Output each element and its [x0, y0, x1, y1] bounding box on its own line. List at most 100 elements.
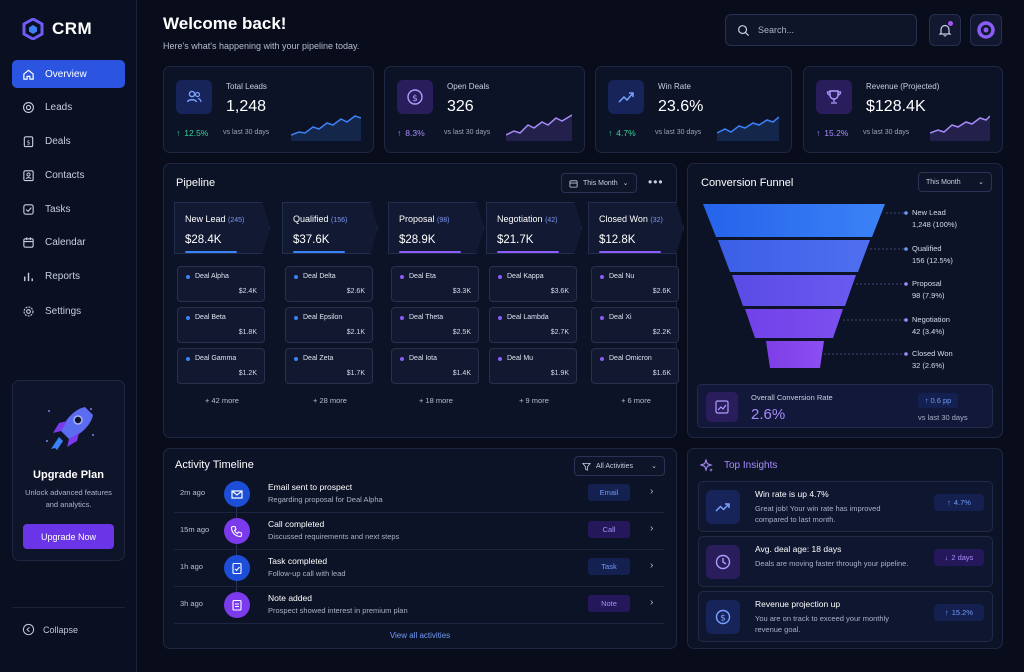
deal-card[interactable]: Deal Beta $1.8K	[177, 307, 265, 343]
sidebar-item-label: Tasks	[45, 203, 71, 215]
more-deals-link[interactable]: + 6 more	[621, 396, 651, 405]
funnel-filter-dropdown[interactable]: This Month ⌄	[918, 172, 992, 192]
deal-card[interactable]: Deal Delta $2.6K	[285, 266, 373, 302]
more-deals-link[interactable]: + 18 more	[419, 396, 453, 405]
funnel-label-qualified: Qualified 156 (12.5%)	[912, 244, 953, 265]
deal-card[interactable]: Deal Iota $1.4K	[391, 348, 479, 384]
deal-card[interactable]: Deal Zeta $1.7K	[285, 348, 373, 384]
pipeline-stage-header[interactable]: Qualified (156) $37.6K	[282, 202, 378, 254]
deal-value: $2.4K	[238, 288, 257, 295]
deal-card[interactable]: Deal Omicron $1.6K	[591, 348, 679, 384]
status-dot	[600, 274, 604, 279]
deal-card[interactable]: Deal Mu $1.9K	[489, 348, 577, 384]
more-deals-link[interactable]: + 9 more	[519, 396, 549, 405]
activity-time: 1h ago	[180, 562, 203, 571]
kpi-comparison: vs last 30 days	[444, 129, 491, 136]
upgrade-now-button[interactable]: Upgrade Now	[23, 524, 114, 549]
kpi-total-leads[interactable]: Total Leads 1,248 ↑ 12.5% vs last 30 days	[163, 66, 374, 153]
activity-row[interactable]: 15m ago Call completed Discussed require…	[174, 513, 664, 550]
deal-card[interactable]: Deal Xi $2.2K	[591, 307, 679, 343]
sidebar-item-deals[interactable]: $ Deals	[12, 127, 125, 155]
insight-description: You are on track to exceed your monthly …	[755, 614, 889, 634]
chevron-right-icon[interactable]: ›	[650, 486, 654, 497]
svg-text:$: $	[412, 94, 418, 104]
status-dot	[400, 315, 404, 320]
deal-value: $2.2K	[652, 329, 671, 336]
insight-card[interactable]: Avg. deal age: 18 days Deals are moving …	[698, 536, 993, 587]
activity-row[interactable]: 2m ago Email sent to prospect Regarding …	[174, 476, 664, 513]
down-arrow-icon: ↓	[944, 553, 949, 562]
sidebar-item-calendar[interactable]: Calendar	[12, 228, 125, 256]
deal-card[interactable]: Deal Nu $2.6K	[591, 266, 679, 302]
trophy-icon	[816, 80, 852, 114]
pipeline-stage-header[interactable]: Closed Won (32) $12.8K	[588, 202, 684, 254]
status-dot	[186, 274, 190, 279]
deal-name: Deal Nu	[609, 273, 635, 280]
logo[interactable]: CRM	[22, 18, 92, 40]
insight-card[interactable]: Win rate is up 4.7% Great job! Your win …	[698, 481, 993, 532]
sidebar-item-leads[interactable]: Leads	[12, 93, 125, 121]
deal-name: Deal Eta	[409, 273, 436, 280]
pipeline-stage-header[interactable]: Negotiation (42) $21.7K	[486, 202, 582, 254]
deal-card[interactable]: Deal Gamma $1.2K	[177, 348, 265, 384]
kpi-revenue[interactable]: Revenue (Projected) $128.4K ↑ 15.2% vs la…	[803, 66, 1003, 153]
more-deals-link[interactable]: + 42 more	[205, 396, 239, 405]
deal-card[interactable]: Deal Eta $3.3K	[391, 266, 479, 302]
home-icon	[23, 69, 34, 80]
notifications-button[interactable]	[929, 14, 961, 46]
page-title: Welcome back!	[163, 14, 287, 33]
sidebar-item-contacts[interactable]: Contacts	[12, 161, 125, 189]
more-deals-link[interactable]: + 28 more	[313, 396, 347, 405]
funnel-label-negotiation: Negotiation 42 (3.4%)	[912, 315, 950, 336]
kpi-open-deals[interactable]: $ Open Deals 326 ↑ 8.3% vs last 30 days	[384, 66, 585, 153]
search-input[interactable]: Search...	[725, 14, 917, 46]
sidebar-item-reports[interactable]: Reports	[12, 262, 125, 290]
collapse-button[interactable]: Collapse	[22, 623, 78, 636]
deal-value: $1.7K	[346, 370, 365, 377]
activity-description: Prospect showed interest in premium plan	[268, 606, 408, 615]
profile-button[interactable]	[970, 14, 1002, 46]
sidebar-item-tasks[interactable]: Tasks	[12, 195, 125, 223]
kpi-label: Total Leads	[226, 82, 267, 91]
view-all-activities-link[interactable]: View all activities	[389, 631, 451, 640]
activity-time: 15m ago	[180, 525, 210, 534]
deal-name: Deal Theta	[409, 314, 444, 321]
funnel-stage-new-lead	[703, 204, 885, 237]
collapse-label: Collapse	[43, 624, 79, 635]
stage-name: Closed Won (32)	[599, 214, 663, 224]
overall-conversion-comparison: vs last 30 days	[918, 413, 968, 422]
kpi-win-rate[interactable]: Win Rate 23.6% ↑ 4.7% vs last 30 days	[595, 66, 792, 153]
chevron-down-icon: ⌄	[622, 180, 629, 187]
deal-value: $3.6K	[550, 288, 569, 295]
funnel-label-new-lead: New Lead 1,248 (100%)	[912, 208, 958, 229]
deal-name: Deal Xi	[609, 314, 632, 321]
pipeline-stage-header[interactable]: Proposal (98) $28.9K	[388, 202, 484, 254]
sparkle-icon	[700, 459, 713, 472]
activity-filter-dropdown[interactable]: All Activities ⌄	[574, 456, 665, 476]
deal-card[interactable]: Deal Theta $2.5K	[391, 307, 479, 343]
chevron-right-icon[interactable]: ›	[650, 597, 654, 608]
stage-progress-bar	[185, 251, 237, 253]
chevron-right-icon[interactable]: ›	[650, 523, 654, 534]
kpi-comparison: vs last 30 days	[863, 129, 910, 136]
sidebar-item-overview[interactable]: Overview	[12, 60, 125, 88]
stage-name: New Lead (245)	[185, 214, 245, 224]
deal-card[interactable]: Deal Alpha $2.4K	[177, 266, 265, 302]
sidebar-item-settings[interactable]: Settings	[12, 297, 125, 325]
deal-card[interactable]: Deal Lambda $2.7K	[489, 307, 577, 343]
activity-row[interactable]: 1h ago Task completed Follow-up call wit…	[174, 550, 664, 587]
activity-title: Activity Timeline	[175, 459, 254, 471]
pipeline-stage-header[interactable]: New Lead (245) $28.4K	[174, 202, 270, 254]
deal-card[interactable]: Deal Epsilon $2.1K	[285, 307, 373, 343]
insight-card[interactable]: $ Revenue projection up You are on track…	[698, 591, 993, 642]
pipeline-filter-dropdown[interactable]: This Month ⌄	[561, 173, 637, 193]
up-arrow-icon: ↑	[924, 396, 929, 405]
app-name: CRM	[52, 19, 93, 38]
more-options-icon[interactable]: •••	[648, 175, 664, 189]
dollar-circle-icon: $	[397, 80, 433, 114]
insights-title: Top Insights	[724, 460, 778, 471]
notification-dot	[948, 21, 953, 26]
chevron-right-icon[interactable]: ›	[650, 560, 654, 571]
activity-row[interactable]: 3h ago Note added Prospect showed intere…	[174, 587, 664, 624]
deal-card[interactable]: Deal Kappa $3.6K	[489, 266, 577, 302]
